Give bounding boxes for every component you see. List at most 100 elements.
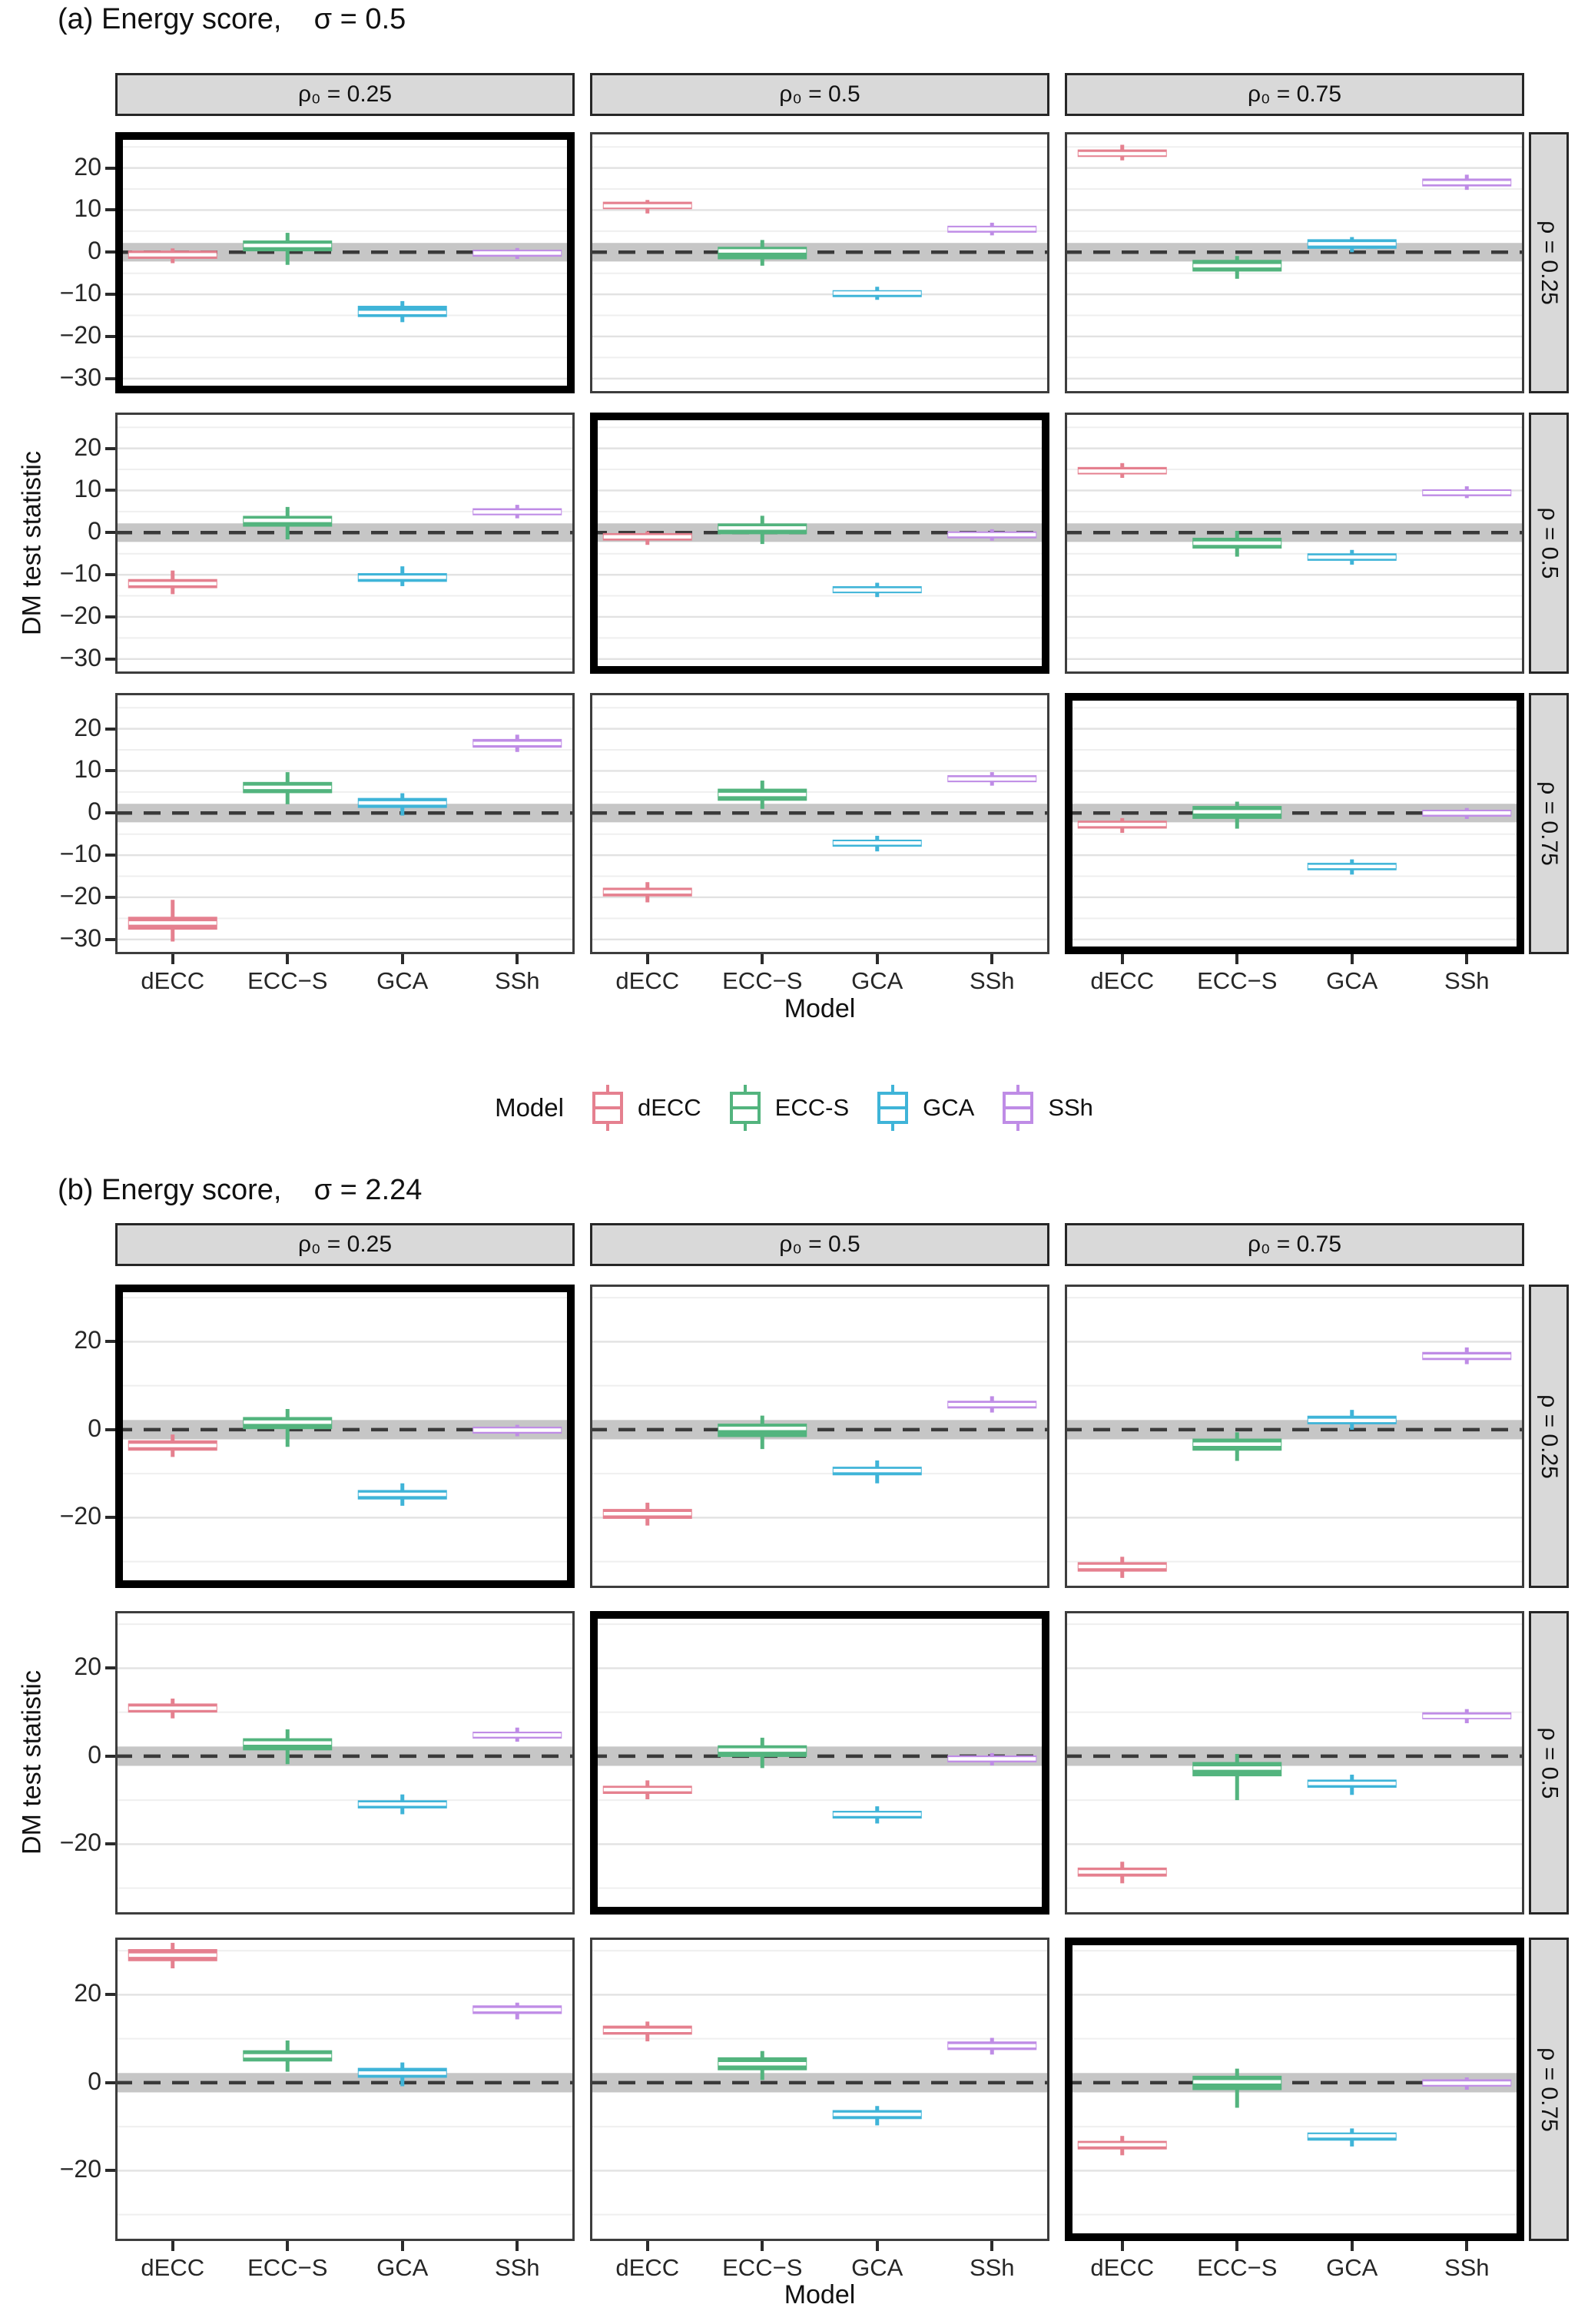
boxplot-key-icon (1003, 1085, 1034, 1131)
col-strip-b-rho0-075: ρ₀ = 0.75 (1065, 1223, 1524, 1266)
boxplot-ECC-S (1192, 2068, 1282, 2108)
boxplot-GCA (1307, 859, 1397, 875)
col-strip-label: ρ₀ = 0.75 (1247, 81, 1342, 107)
y-tick-mark (105, 166, 115, 170)
boxplot-GCA (1307, 549, 1397, 565)
boxplot-GCA (832, 2106, 922, 2126)
boxplot-ECC-S (718, 516, 807, 545)
facet-b-r2-c0 (115, 1938, 575, 2241)
boxplot-dECC (1077, 817, 1167, 834)
boxplot-GCA (357, 566, 447, 586)
y-tick-mark (105, 1993, 115, 1997)
legend-entry-label: GCA (923, 1094, 975, 1121)
boxplot-ECC-S (718, 2050, 807, 2080)
col-strip-label: ρ₀ = 0.25 (297, 1232, 393, 1257)
col-strip-label: ρ₀ = 0.75 (1247, 1232, 1342, 1257)
boxplot-dECC (602, 200, 692, 214)
boxplot-ECC-S (243, 2040, 333, 2072)
boxplot-GCA (357, 300, 447, 323)
y-tick-mark (105, 657, 115, 661)
y-tick-mark (105, 854, 115, 857)
boxplot-dECC (602, 1502, 692, 1526)
facet-a-r1-c2 (1065, 413, 1524, 674)
y-tick-label-a: −10 (59, 840, 101, 868)
y-tick-label-a: 20 (74, 152, 101, 181)
facet-b-r1-c2 (1065, 1611, 1524, 1915)
y-tick-label-a: −10 (59, 279, 101, 307)
boxplot-ECC-S (1192, 531, 1282, 557)
facet-a-r0-c1 (590, 132, 1049, 393)
col-strip-label: ρ₀ = 0.5 (779, 1232, 860, 1257)
y-tick-mark (105, 1754, 115, 1758)
legend-entry-label: ECC-S (774, 1094, 850, 1121)
y-tick-mark (105, 1516, 115, 1520)
boxplot-SSh (472, 1727, 562, 1742)
x-tick-label-dECC: dECC (615, 967, 680, 994)
y-tick-label-b: −20 (59, 1502, 101, 1530)
legend: Model dECC ECC-S GCA (0, 1071, 1588, 1145)
x-tick-label-SSh: SSh (494, 967, 540, 994)
y-tick-mark (105, 937, 115, 941)
boxplot-ECC-S (243, 233, 333, 265)
boxplot-SSh (1422, 174, 1512, 191)
x-tick-mark (645, 2241, 649, 2251)
x-tick-mark (171, 954, 174, 964)
legend-entry-ssh: SSh (997, 1083, 1093, 1132)
y-tick-mark (105, 769, 115, 773)
boxplot-dECC (602, 882, 692, 903)
y-tick-mark (105, 334, 115, 338)
y-tick-mark (105, 615, 115, 618)
x-tick-label-SSh: SSh (969, 2254, 1015, 2281)
y-tick-mark (105, 1340, 115, 1344)
boxplot-ECC-S (1192, 1754, 1282, 1801)
y-tick-mark (105, 1427, 115, 1431)
boxplot-dECC (1077, 1862, 1167, 1884)
boxplot-SSh (947, 772, 1037, 786)
x-tick-label-GCA: GCA (851, 2254, 903, 2281)
x-tick-label-SSh: SSh (1444, 2254, 1490, 2281)
y-tick-mark (105, 489, 115, 492)
boxplot-dECC (128, 248, 217, 264)
facet-b-r0-c0-highlighted (115, 1285, 575, 1588)
boxplot-GCA (1307, 237, 1397, 253)
boxplot-SSh (1422, 2077, 1512, 2090)
facet-b-r1-c1-highlighted (590, 1611, 1049, 1915)
x-tick-label-SSh: SSh (1444, 967, 1490, 994)
y-tick-label-a: 10 (74, 475, 101, 503)
y-tick-mark (105, 446, 115, 450)
y-tick-label-a: −20 (59, 601, 101, 629)
row-strip-b-rho-05: ρ = 0.5 (1529, 1611, 1569, 1915)
x-tick-mark (990, 954, 994, 964)
x-tick-label-dECC: dECC (1090, 967, 1155, 994)
facet-a-r0-c2 (1065, 132, 1524, 393)
facet-b-r1-c0 (115, 1611, 575, 1915)
row-strip-b-rho-075: ρ = 0.75 (1529, 1938, 1569, 2241)
legend-title: Model (495, 1093, 564, 1122)
x-tick-mark (1350, 2241, 1354, 2251)
x-tick-label-GCA: GCA (1326, 967, 1378, 994)
y-tick-mark (105, 811, 115, 815)
x-tick-label-ECC-S: ECC−S (1197, 967, 1278, 994)
boxplot-key-icon (592, 1085, 623, 1131)
y-tick-label-a: 20 (74, 713, 101, 741)
boxplot-dECC (1077, 462, 1167, 478)
boxplot-GCA (1307, 1774, 1397, 1795)
boxplot-dECC (602, 1780, 692, 1800)
y-tick-label-a: −20 (59, 881, 101, 910)
legend-entry-gca: GCA (872, 1083, 974, 1132)
facet-b-r0-c2 (1065, 1285, 1524, 1588)
boxplot-ECC-S (718, 781, 807, 809)
y-tick-mark (105, 1666, 115, 1670)
y-tick-mark (105, 2080, 115, 2084)
boxplot-SSh (947, 222, 1037, 236)
x-tick-mark (990, 2241, 994, 2251)
boxplot-ECC-S (243, 772, 333, 804)
y-tick-label-a: −30 (59, 643, 101, 671)
boxplot-SSh (947, 1752, 1037, 1765)
x-tick-label-GCA: GCA (1326, 2254, 1378, 2281)
boxplot-SSh (1422, 1347, 1512, 1364)
x-tick-label-GCA: GCA (376, 2254, 429, 2281)
y-tick-label-a: 10 (74, 755, 101, 784)
facet-b-r2-c1 (590, 1938, 1049, 2241)
y-tick-label-a: −30 (59, 363, 101, 391)
